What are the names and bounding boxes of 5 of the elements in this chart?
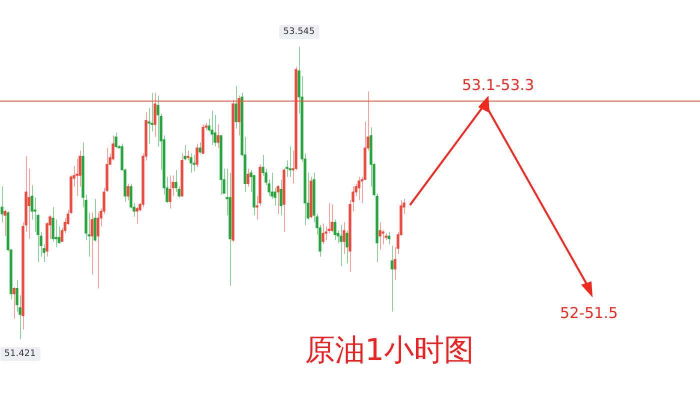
annotation: 53.545 (279, 24, 319, 39)
text: 原油1小时图 (305, 332, 474, 370)
annotation: 51.421 (0, 347, 40, 362)
text: 52-51.5 (560, 304, 618, 322)
text: 53.1-53.3 (462, 76, 534, 94)
